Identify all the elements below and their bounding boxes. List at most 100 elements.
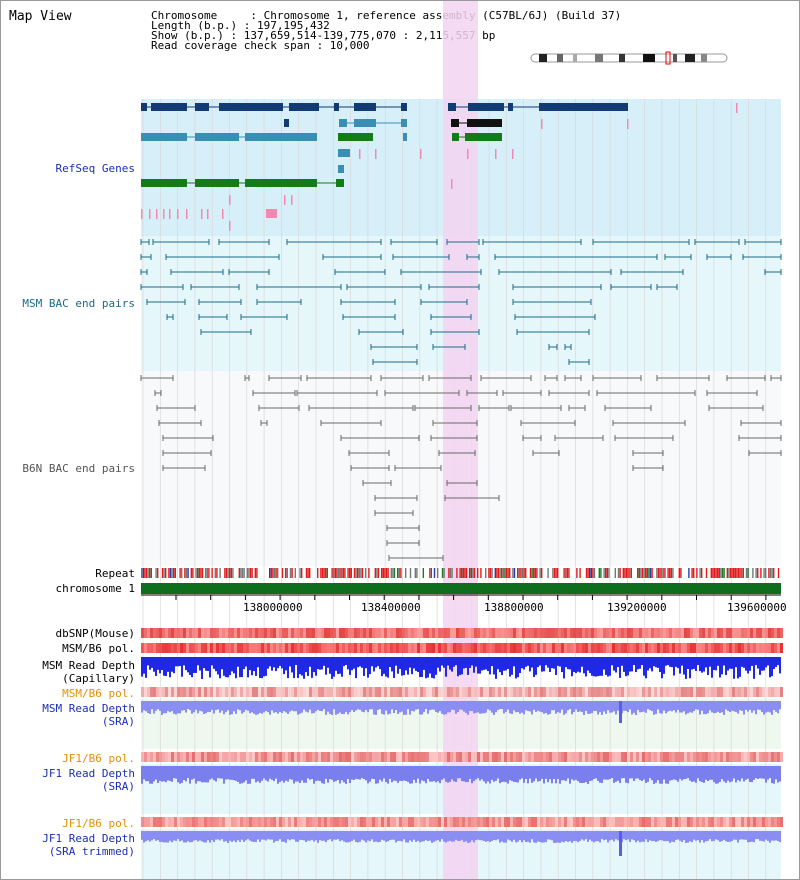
heat-cell	[624, 643, 627, 653]
heat-cell	[501, 643, 504, 653]
repeat-element	[701, 568, 703, 578]
repeat-element	[448, 568, 450, 578]
depth-bar	[647, 831, 649, 843]
heat-cell	[780, 752, 783, 762]
depth-bar	[275, 766, 277, 779]
heat-cell	[174, 643, 177, 653]
heat-cell	[183, 643, 186, 653]
heat-cell	[195, 628, 198, 638]
depth-bar	[577, 831, 579, 843]
heat-cell	[174, 628, 177, 638]
depth-bar	[501, 831, 503, 842]
depth-bar	[177, 831, 179, 840]
depth-bar	[689, 701, 691, 713]
heat-cell	[447, 628, 450, 638]
repeat-element	[649, 568, 652, 578]
heat-cell	[609, 752, 612, 762]
depth-bar	[591, 831, 593, 842]
heat-cell	[174, 817, 177, 827]
heat-cell	[168, 687, 171, 697]
depth-bar	[389, 766, 391, 779]
depth-bar	[749, 831, 751, 842]
depth-bar	[219, 766, 221, 779]
depth-bar	[165, 766, 167, 783]
depth-bar	[155, 831, 157, 841]
heat-cell	[540, 628, 543, 638]
heat-cell	[366, 643, 369, 653]
heat-cell	[423, 643, 426, 653]
repeat-element	[333, 568, 335, 578]
heat-cell	[192, 687, 195, 697]
depth-bar	[367, 766, 369, 784]
depth-bar	[313, 701, 315, 714]
heat-cell	[570, 752, 573, 762]
depth-bar	[707, 701, 709, 714]
heat-cell	[561, 628, 564, 638]
depth-bar	[591, 766, 593, 781]
depth-bar	[313, 657, 315, 673]
gene-exon	[401, 103, 407, 111]
heat-cell	[774, 817, 777, 827]
heat-cell	[732, 643, 735, 653]
repeat-element	[625, 568, 628, 578]
heat-cell	[654, 687, 657, 697]
heat-cell	[690, 643, 693, 653]
refseq-mark	[177, 209, 179, 219]
depth-bar	[627, 766, 629, 784]
depth-bar	[611, 657, 613, 666]
heat-cell	[525, 643, 528, 653]
depth-bar	[771, 766, 773, 784]
depth-bar	[551, 831, 553, 841]
repeat-element	[392, 568, 394, 578]
depth-bar	[427, 701, 429, 714]
depth-bar	[583, 831, 585, 841]
depth-bar	[747, 701, 749, 712]
depth-bar	[635, 701, 637, 715]
depth-bar	[557, 701, 559, 713]
heat-cell	[459, 752, 462, 762]
heat-cell	[432, 752, 435, 762]
heat-cell	[180, 817, 183, 827]
depth-bar	[579, 766, 581, 783]
heat-cell	[759, 643, 762, 653]
heat-cell	[765, 752, 768, 762]
heat-cell	[162, 687, 165, 697]
depth-bar	[695, 701, 697, 710]
heat-cell	[192, 817, 195, 827]
depth-bar	[495, 701, 497, 713]
heat-cell	[234, 628, 237, 638]
depth-bar	[603, 657, 605, 670]
depth-bar	[563, 831, 565, 843]
depth-bar	[627, 831, 629, 840]
heat-cell	[636, 628, 639, 638]
repeat-element	[323, 568, 325, 578]
heat-cell	[732, 817, 735, 827]
heat-cell	[357, 817, 360, 827]
heat-cell	[651, 643, 654, 653]
depth-bar	[471, 657, 473, 666]
depth-bar	[667, 831, 669, 842]
heat-cell	[771, 687, 774, 697]
depth-bar	[507, 701, 509, 710]
depth-bar	[159, 766, 161, 781]
depth-bar	[735, 657, 737, 668]
depth-bar	[193, 701, 195, 713]
depth-bar	[683, 766, 685, 780]
depth-bar	[497, 766, 499, 779]
depth-bar	[639, 657, 641, 669]
repeat-element	[640, 568, 642, 578]
depth-bar	[537, 766, 539, 782]
heat-cell	[309, 817, 312, 827]
depth-bar	[269, 701, 271, 715]
depth-bar	[441, 766, 443, 780]
heat-cell	[318, 687, 321, 697]
depth-bar	[203, 657, 205, 669]
heat-cell	[399, 752, 402, 762]
heat-cell	[522, 817, 525, 827]
heat-cell	[378, 752, 381, 762]
depth-bar	[521, 831, 523, 843]
heat-cell	[219, 628, 222, 638]
heat-cell	[381, 752, 384, 762]
depth-bar	[169, 766, 171, 781]
